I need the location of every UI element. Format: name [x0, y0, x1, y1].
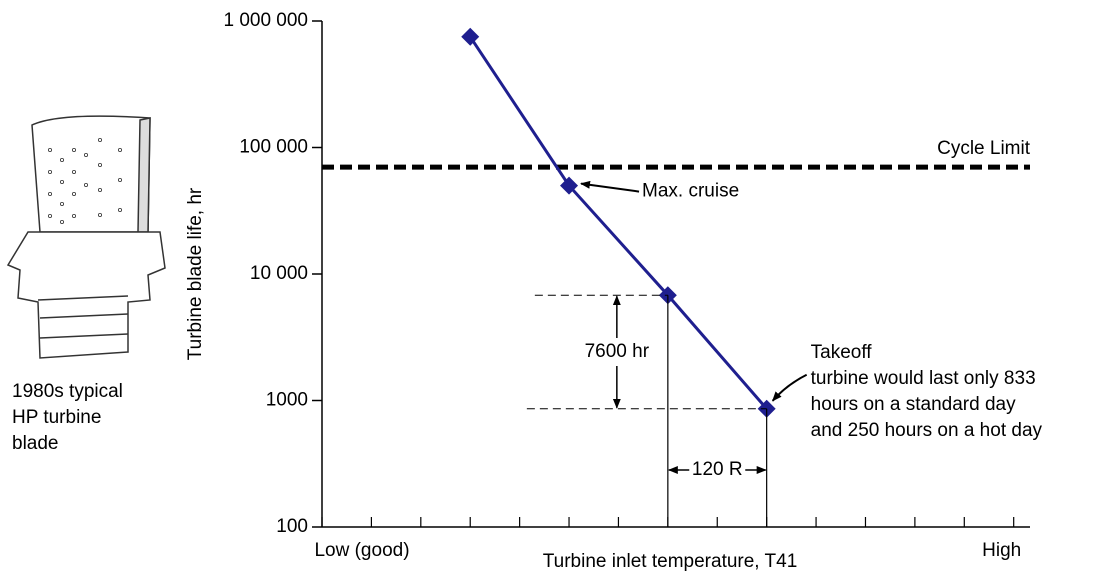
annotation: 7600 hr [585, 341, 650, 362]
y-tick-label: 100 000 [239, 137, 308, 158]
data-line [468, 35, 768, 410]
annotation: Max. cruise [642, 181, 739, 202]
arrow [580, 180, 640, 193]
cycle-limit-label: Cycle Limit [937, 138, 1031, 159]
y-axis-label: Turbine blade life, hr [185, 187, 206, 360]
blade-caption: 1980s typical [12, 381, 123, 402]
annotation: hours on a standard day [811, 394, 1016, 415]
blade-illustration [6, 115, 166, 359]
annotation: and 250 hours on a hot day [811, 420, 1043, 441]
x-axis-label: Turbine inlet temperature, T41 [543, 551, 798, 572]
y-tick-label: 10 000 [250, 263, 308, 284]
y-tick-label: 1000 [266, 390, 308, 411]
annotation: 120 R [692, 459, 743, 480]
blade-caption: blade [12, 433, 59, 454]
annotation: turbine would last only 833 [811, 368, 1036, 389]
y-tick-label: 1 000 000 [223, 10, 308, 31]
data-marker [560, 176, 579, 195]
blade-caption: HP turbine [12, 407, 101, 428]
x-tick-label: High [982, 540, 1021, 561]
data-marker [461, 27, 480, 46]
arrow [771, 373, 808, 402]
y-tick-label: 100 [276, 516, 308, 537]
annotation: Takeoff [811, 342, 873, 363]
x-tick-label: Low (good) [314, 540, 409, 561]
